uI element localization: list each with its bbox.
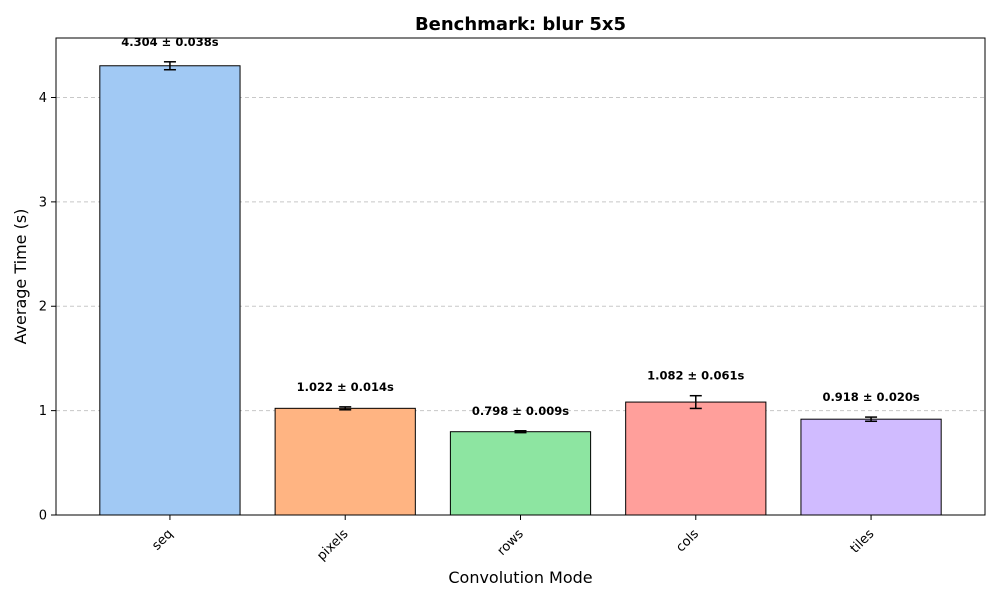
bar-cols [625,401,767,516]
bar-pixels [274,407,416,516]
x-axis-label: Convolution Mode [448,568,592,587]
y-axis-label: Average Time (s) [11,209,30,345]
y-axis: 0 1 2 3 4 [39,91,56,524]
data-label-pixels: 1.022 ± 0.014s [297,380,394,394]
data-label-cols: 1.082 ± 0.061s [647,369,744,383]
y-tick-label: 0 [39,509,47,524]
data-labels: 4.304 ± 0.038s 1.022 ± 0.014s 0.798 ± 0.00… [121,35,920,418]
y-tick-label: 2 [39,300,47,315]
data-label-rows: 0.798 ± 0.009s [472,404,569,418]
data-label-tiles: 0.918 ± 0.020s [822,390,919,404]
bar-rows [449,431,592,516]
chart-title: Benchmark: blur 5x5 [415,14,626,35]
error-bars [163,61,878,434]
bar-tiles [800,418,942,516]
y-tick-label: 4 [39,91,47,106]
data-label-seq: 4.304 ± 0.038s [121,35,218,49]
y-tick-label: 1 [39,404,47,419]
bar-seq [99,65,241,516]
y-tick-label: 3 [39,195,47,210]
